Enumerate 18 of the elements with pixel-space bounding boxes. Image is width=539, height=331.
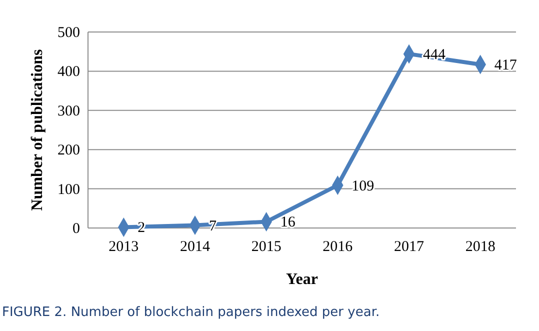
- data-label: 16: [280, 214, 296, 231]
- x-tick-label: 2015: [251, 239, 282, 255]
- data-label: 109: [352, 178, 374, 194]
- x-tick-label: 2018: [465, 239, 496, 255]
- y-tick-label: 400: [58, 64, 80, 80]
- y-tick-label: 200: [58, 142, 80, 159]
- data-label: 417: [494, 58, 518, 74]
- x-tick-label: 2016: [322, 239, 354, 255]
- y-tick-label: 500: [58, 25, 80, 41]
- x-tick-label: 2014: [180, 239, 210, 255]
- x-tick-label: 2017: [394, 239, 424, 255]
- x-tick-label: 2013: [108, 239, 139, 255]
- y-tick-label: 100: [58, 182, 80, 198]
- x-axis-title: Year: [286, 271, 318, 288]
- y-axis-title: Number of publications: [29, 49, 46, 211]
- text: FIGURE 2. Number of blockchain papers indexed per year.: [2, 305, 380, 320]
- y-tick-label: 300: [58, 103, 80, 120]
- y-tick-label: 0: [72, 221, 80, 237]
